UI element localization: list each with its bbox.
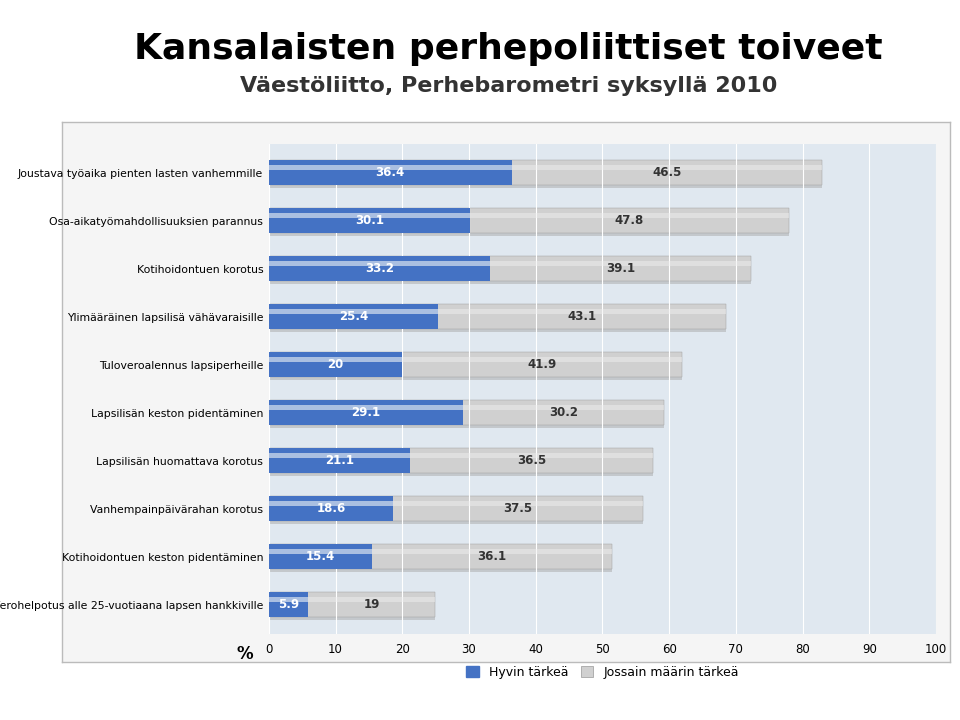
Text: 25.4: 25.4 — [339, 310, 368, 323]
Text: 21.1: 21.1 — [324, 454, 353, 467]
Bar — [269, 213, 788, 217]
Bar — [269, 165, 512, 169]
Bar — [269, 597, 308, 601]
Text: 41.9: 41.9 — [527, 359, 557, 372]
Text: 15.4: 15.4 — [305, 550, 335, 563]
Bar — [269, 593, 435, 617]
Bar — [269, 501, 643, 505]
Bar — [269, 161, 822, 185]
Bar — [269, 449, 653, 476]
Bar — [269, 453, 653, 457]
Bar — [269, 210, 788, 236]
Bar — [269, 401, 664, 428]
Text: 47.8: 47.8 — [614, 215, 644, 228]
Text: 36.1: 36.1 — [477, 550, 507, 563]
Bar — [269, 496, 643, 521]
Text: 36.5: 36.5 — [516, 454, 546, 467]
Bar — [269, 449, 653, 473]
Bar — [269, 400, 664, 426]
Bar — [269, 208, 469, 233]
Bar — [269, 309, 726, 313]
Text: 20: 20 — [327, 359, 344, 372]
Text: %: % — [236, 645, 253, 662]
Bar — [269, 498, 643, 524]
Bar — [269, 549, 372, 554]
Bar — [269, 597, 435, 601]
Text: 30.1: 30.1 — [354, 215, 384, 228]
Bar — [269, 261, 751, 266]
Bar — [269, 161, 512, 185]
Bar — [269, 305, 726, 329]
Text: 36.4: 36.4 — [375, 166, 405, 179]
Text: 43.1: 43.1 — [567, 310, 596, 323]
Bar — [269, 405, 664, 410]
Bar — [269, 256, 751, 282]
Text: Kansalaisten perhepoliittiset toiveet: Kansalaisten perhepoliittiset toiveet — [134, 32, 883, 66]
Bar — [269, 357, 402, 361]
Bar — [269, 161, 822, 188]
Bar — [269, 256, 491, 282]
Bar — [269, 501, 393, 505]
Text: 39.1: 39.1 — [606, 262, 636, 275]
Text: 46.5: 46.5 — [652, 166, 682, 179]
Bar — [269, 544, 612, 570]
Bar — [269, 405, 463, 410]
Bar — [269, 496, 393, 521]
Bar — [269, 261, 491, 266]
Text: 18.6: 18.6 — [316, 503, 346, 516]
Bar — [269, 257, 751, 284]
Bar — [269, 549, 612, 554]
Bar — [269, 357, 682, 361]
Text: 33.2: 33.2 — [365, 262, 394, 275]
Bar — [269, 354, 682, 380]
Bar — [269, 453, 410, 457]
Bar — [269, 305, 726, 332]
Bar — [269, 449, 410, 473]
Bar — [269, 309, 439, 313]
Bar — [269, 544, 372, 570]
Text: 19: 19 — [364, 598, 380, 611]
Bar — [269, 165, 822, 169]
Text: Väestöliitto, Perhebarometri syksyllä 2010: Väestöliitto, Perhebarometri syksyllä 20… — [240, 76, 778, 96]
Text: 30.2: 30.2 — [549, 406, 578, 419]
Bar — [269, 545, 612, 572]
Legend: Hyvin tärkeä, Jossain määrin tärkeä: Hyvin tärkeä, Jossain määrin tärkeä — [461, 661, 744, 684]
Bar — [269, 400, 463, 426]
Bar — [269, 352, 402, 377]
Text: 29.1: 29.1 — [351, 406, 380, 419]
Bar — [269, 593, 435, 620]
Bar — [269, 305, 439, 329]
Text: 37.5: 37.5 — [503, 503, 533, 516]
Bar — [269, 213, 469, 217]
Bar — [269, 208, 788, 233]
Bar — [269, 593, 308, 617]
Bar — [269, 352, 682, 377]
Text: 5.9: 5.9 — [277, 598, 300, 611]
